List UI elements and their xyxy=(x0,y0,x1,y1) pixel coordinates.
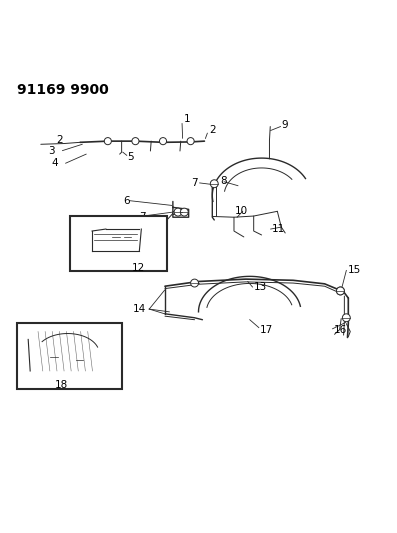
Text: 12: 12 xyxy=(131,263,145,273)
Circle shape xyxy=(112,233,119,241)
Text: 6: 6 xyxy=(123,196,130,206)
Bar xyxy=(70,216,167,271)
Text: 18: 18 xyxy=(55,380,68,390)
Text: 2: 2 xyxy=(56,135,62,146)
Circle shape xyxy=(174,208,182,216)
Circle shape xyxy=(191,279,198,287)
Text: 15: 15 xyxy=(347,265,361,274)
Circle shape xyxy=(123,233,131,241)
Circle shape xyxy=(160,138,167,144)
Bar xyxy=(17,324,121,390)
Text: 3: 3 xyxy=(48,146,55,156)
Text: 9: 9 xyxy=(281,120,288,131)
Circle shape xyxy=(75,356,83,364)
Text: 16: 16 xyxy=(333,325,347,335)
Text: 91169 9900: 91169 9900 xyxy=(17,83,109,97)
Circle shape xyxy=(180,208,188,216)
Circle shape xyxy=(210,180,218,188)
Text: 1: 1 xyxy=(183,114,190,124)
Text: 7: 7 xyxy=(191,178,197,188)
Circle shape xyxy=(337,287,344,295)
Text: 14: 14 xyxy=(133,304,146,314)
Circle shape xyxy=(342,314,350,322)
Text: 11: 11 xyxy=(272,224,285,234)
Circle shape xyxy=(337,287,344,295)
Circle shape xyxy=(50,353,58,361)
Text: 2: 2 xyxy=(210,125,216,135)
Text: 17: 17 xyxy=(260,325,273,335)
Text: 4: 4 xyxy=(52,158,58,168)
Text: 10: 10 xyxy=(235,206,248,216)
Circle shape xyxy=(187,138,194,144)
Text: 8: 8 xyxy=(220,175,227,185)
Text: 13: 13 xyxy=(254,282,267,292)
Text: 7: 7 xyxy=(139,212,146,222)
Text: 5: 5 xyxy=(127,152,134,162)
Circle shape xyxy=(132,138,139,144)
Circle shape xyxy=(104,138,112,144)
